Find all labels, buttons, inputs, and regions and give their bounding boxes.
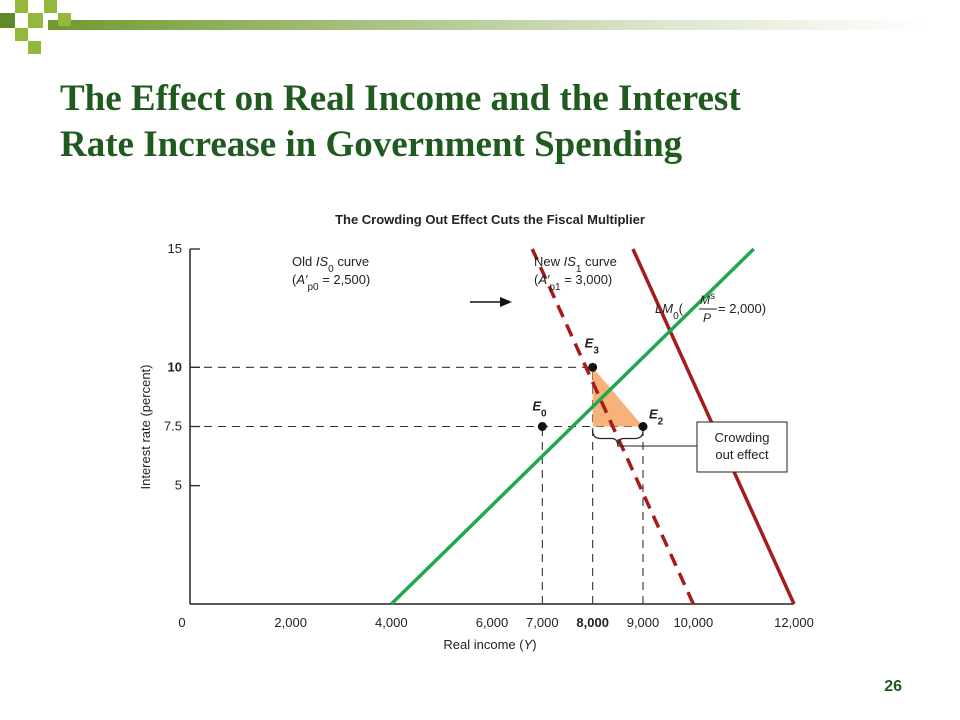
deco-square [15,0,28,13]
corner-decoration [0,0,928,54]
is0-label: Old IS0 curve [292,254,369,275]
chart-title: The Crowding Out Effect Cuts the Fiscal … [335,212,645,227]
x-tick-label: 8,000 [576,615,609,630]
lm0-label-value: = 2,000) [718,301,766,316]
series-line-is0 [530,248,695,605]
point-label: E3 [585,335,600,356]
deco-square [28,41,41,54]
x-axis-label: Real income (Y) [443,637,536,652]
x-tick-label: 9,000 [627,615,660,630]
deco-square [58,13,71,26]
crowding-out-box [696,421,788,473]
y-tick-label: 15 [168,241,182,256]
lm0-label-name: LM0( [655,301,684,322]
equilibrium-point [537,422,547,431]
is1-label-param: (A′p1 = 3,000) [534,272,612,293]
lm0-fraction-den: P [703,311,711,325]
crowding-out-text: out effect [715,447,769,462]
x-tick-label: 2,000 [274,615,307,630]
slide-title: The Effect on Real Income and the Intere… [60,76,920,168]
shift-arrow-head [500,297,512,307]
point-label: E2 [649,407,664,428]
crowding-out-text: Crowding [715,430,770,445]
x-tick-label: 10,000 [673,615,713,630]
deco-square [44,0,57,13]
deco-square [15,28,28,41]
header-bar-gradient [48,20,928,30]
plot-area: 5 7.5 10 15 0 2,000 4,000 6,000 7,000 8,000 9,000 1… [164,241,814,630]
y-tick-label: 10 [168,359,182,374]
series-line-lm0 [390,247,755,606]
x-tick-label: 7,000 [526,615,559,630]
deco-square [28,13,43,28]
deco-square [0,13,15,28]
is0-label-param: (A′p0 = 2,500) [292,272,370,293]
equilibrium-point [638,422,648,431]
y-axis-label: Interest rate (percent) [138,365,153,490]
equilibrium-point [588,362,598,372]
y-tick-label: 5 [175,478,182,493]
y-tick-label: 7.5 [164,419,182,434]
crowding-out-brace [592,430,644,447]
is1-label: New IS1 curve [534,254,617,275]
slide-title-line-2: Rate Increase in Government Spending [60,124,683,165]
lm0-fraction-num: Ms [700,291,715,308]
page-number: 26 [884,678,902,695]
x-tick-label: 0 [178,615,185,630]
crowding-out-triangle [592,367,643,427]
x-tick-label: 4,000 [375,615,408,630]
point-label: E0 [532,399,547,420]
x-tick-label: 12,000 [774,615,814,630]
x-tick-label: 6,000 [476,615,509,630]
slide-title-line-1: The Effect on Real Income and the Intere… [60,78,741,119]
